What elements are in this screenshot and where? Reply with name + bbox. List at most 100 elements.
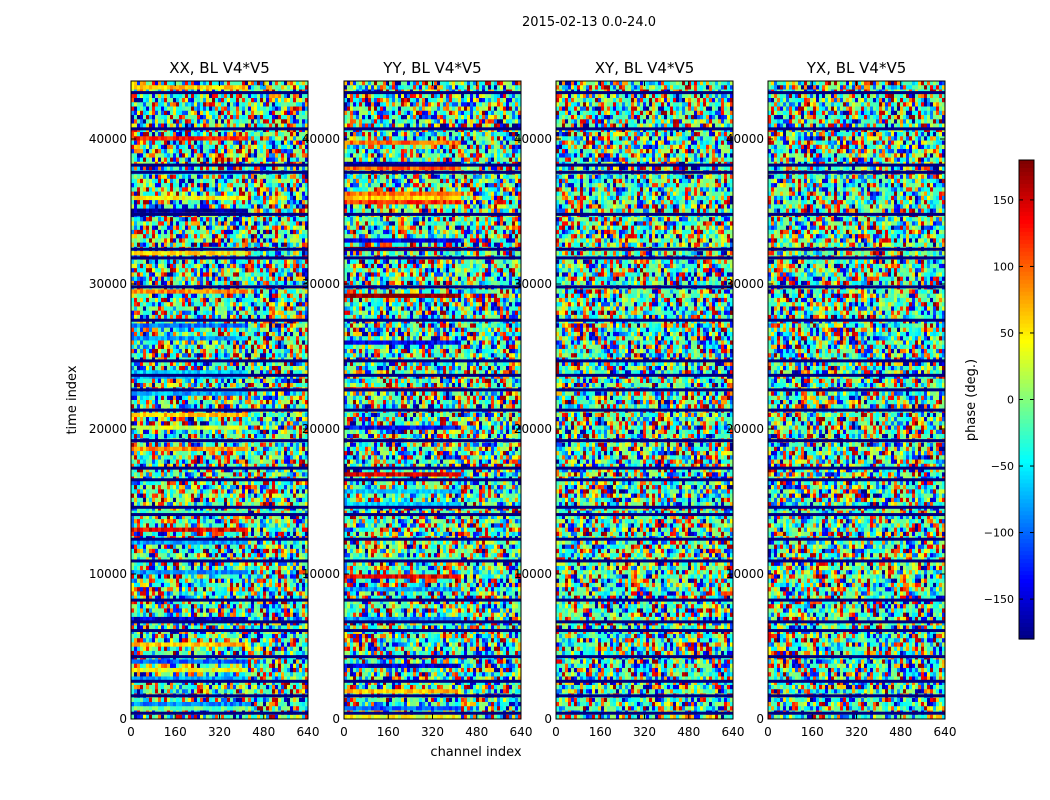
heatmap-image [344, 81, 521, 719]
colorbar-segment [1019, 263, 1034, 269]
x-tick-label: 320 [633, 725, 656, 739]
colorbar-segment [1019, 175, 1034, 181]
colorbar-segment [1019, 551, 1034, 556]
colorbar-segment [1019, 279, 1034, 285]
colorbar-segment [1019, 523, 1034, 528]
colorbar-segment [1019, 371, 1034, 377]
flag-band [131, 655, 308, 659]
y-tick-label: 40000 [89, 132, 127, 146]
flag-band [344, 505, 521, 509]
x-tick-label: 320 [421, 725, 444, 739]
colorbar-segment [1019, 171, 1034, 177]
heatmap-image [556, 81, 733, 719]
colorbar-segment [1019, 595, 1034, 600]
colorbar-segment [1019, 451, 1034, 456]
colorbar-segment [1019, 207, 1034, 213]
colorbar-segment [1019, 327, 1034, 333]
colorbar-segment [1019, 403, 1034, 409]
colorbar-segment [1019, 239, 1034, 245]
colorbar-segment [1019, 311, 1034, 317]
colorbar-segment [1019, 563, 1034, 568]
flag-band [768, 439, 945, 443]
flag-band [556, 620, 733, 624]
colorbar-segment [1019, 455, 1034, 460]
flag-band [768, 620, 945, 624]
colorbar-segment [1019, 399, 1034, 405]
colorbar-tick-label: −150 [984, 593, 1014, 606]
flag-band [556, 478, 733, 482]
flag-band [556, 373, 733, 377]
colorbar-segment [1019, 439, 1034, 445]
colorbar-segment [1019, 539, 1034, 544]
y-tick-label: 40000 [726, 132, 764, 146]
x-tick-label: 0 [127, 725, 135, 739]
flag-band [344, 247, 521, 251]
flag-band [768, 513, 945, 517]
flag-band [768, 170, 945, 174]
colorbar-segment [1019, 527, 1034, 532]
flag-band [131, 711, 308, 715]
x-tick-label: 640 [934, 725, 957, 739]
panel-title: XX, BL V4*V5 [169, 59, 270, 77]
colorbar-segment [1019, 163, 1034, 169]
panel-title: YY, BL V4*V5 [382, 59, 481, 77]
flag-band [131, 478, 308, 482]
flag-band [556, 359, 733, 363]
flag-band [131, 388, 308, 392]
flag-band [556, 505, 733, 509]
flag-band [768, 388, 945, 392]
colorbar-segment [1019, 599, 1034, 604]
flag-band [131, 537, 308, 541]
flag-band [556, 655, 733, 659]
colorbar-segment [1019, 491, 1034, 496]
flag-band [131, 373, 308, 377]
flag-band [556, 163, 733, 167]
y-tick-label: 20000 [726, 422, 764, 436]
y-tick-label: 30000 [514, 277, 552, 291]
x-tick-label: 160 [377, 725, 400, 739]
colorbar-segment [1019, 547, 1034, 552]
flag-band [768, 247, 945, 251]
y-tick-label: 10000 [514, 567, 552, 581]
colorbar-segment [1019, 463, 1034, 468]
flag-band [131, 285, 308, 289]
colorbar-segment [1019, 307, 1034, 313]
colorbar-segment [1019, 511, 1034, 516]
colorbar-segment [1019, 231, 1034, 237]
colorbar-segment [1019, 575, 1034, 580]
colorbar-segment [1019, 435, 1034, 441]
flag-band [556, 694, 733, 698]
colorbar-segment [1019, 423, 1034, 429]
flag-band [768, 256, 945, 260]
flag-band [131, 359, 308, 363]
colorbar-segment [1019, 267, 1034, 273]
y-tick-label: 20000 [302, 422, 340, 436]
flag-band [344, 163, 521, 167]
flag-band [131, 127, 308, 131]
colorbar-segment [1019, 483, 1034, 488]
y-tick-label: 10000 [726, 567, 764, 581]
y-tick-label: 0 [756, 712, 764, 726]
flag-band [768, 318, 945, 322]
flag-band [768, 679, 945, 683]
colorbar-segment [1019, 475, 1034, 480]
colorbar-segment [1019, 291, 1034, 297]
colorbar-segment [1019, 495, 1034, 500]
flag-band [344, 170, 521, 174]
colorbar-segment [1019, 559, 1034, 564]
colorbar-segment [1019, 467, 1034, 472]
y-tick-label: 10000 [89, 567, 127, 581]
colorbar-segment [1019, 631, 1034, 636]
colorbar-tick-label: 100 [993, 260, 1014, 273]
heatmap-image [768, 81, 945, 719]
flag-band [556, 537, 733, 541]
colorbar: 150 100 50 0 −50 −100 −150 phase (deg.) [964, 159, 1035, 640]
x-tick-label: 320 [208, 725, 231, 739]
flag-band [768, 127, 945, 131]
flag-band [556, 629, 733, 633]
y-tick-label: 10000 [302, 567, 340, 581]
colorbar-segment [1019, 187, 1034, 193]
x-tick-label: 160 [164, 725, 187, 739]
colorbar-segment [1019, 567, 1034, 572]
